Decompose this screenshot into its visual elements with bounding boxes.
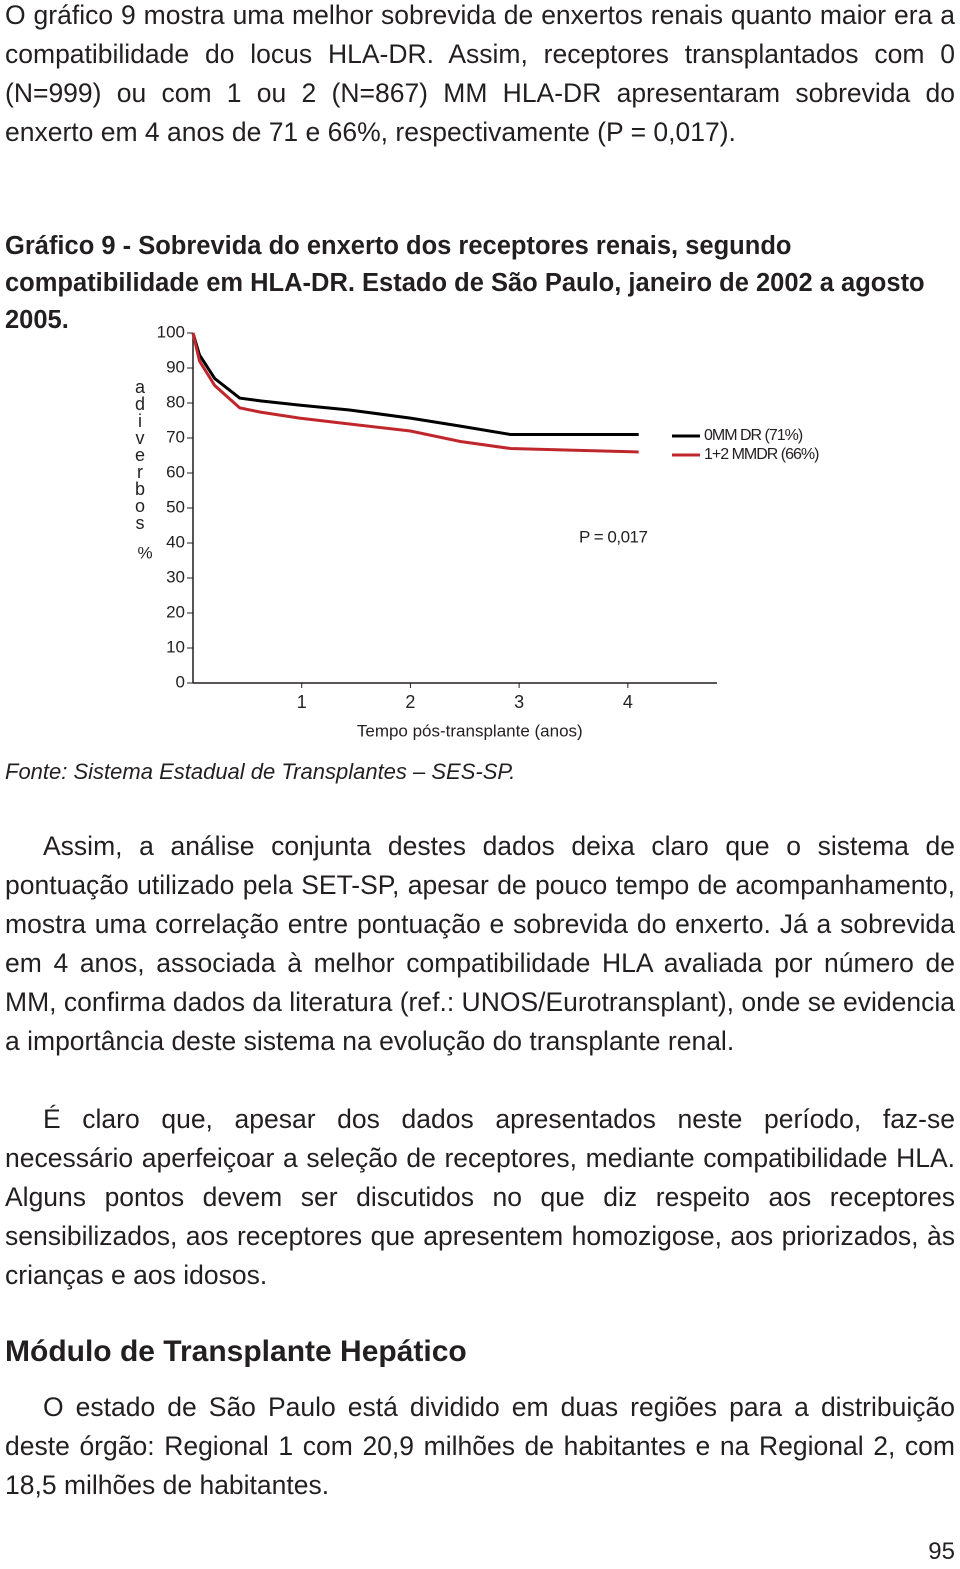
chart: 0 10 20 30 40 50 60 70 80 90 100 1 2 3 4 Tempo pós-tran… [135,322,820,740]
x-tick-label: 4 [623,692,633,712]
x-tick-label: 2 [405,692,415,712]
annotation: P = 0,017 [579,527,647,546]
y-tick-label: 90 [166,357,185,376]
y-tick-label: 80 [166,392,185,411]
y-tick-label: 50 [166,497,185,516]
page-number: 95 [928,1538,955,1565]
y-tick-label: 70 [166,427,185,446]
section-heading: Módulo de Transplante Hepático [5,1335,467,1368]
y-tick-label: 0 [176,672,185,691]
survival-curve [191,332,639,454]
x-axis-label: Tempo pós-transplante (anos) [357,721,583,740]
y-tick-label: 30 [166,567,185,586]
y-tick-label: 10 [166,637,185,656]
figure-source: Fonte: Sistema Estadual de Transplantes … [5,759,516,784]
paragraph: Assim, a análise conjunta destes dados d… [5,831,956,1056]
legend-label: 0MM DR (71%) [704,427,803,444]
survival-curve [191,332,639,436]
paragraph: O estado de São Paulo está dividido em d… [5,1392,955,1500]
x-tick-label: 1 [297,692,307,712]
y-tick-label: 40 [166,532,185,551]
y-axis-unit: % [137,543,152,562]
x-tick-label: 3 [514,692,524,712]
paragraph: O gráfico 9 mostra uma melhor sobrevida … [5,0,955,147]
y-tick-label: 60 [166,462,185,481]
paragraph: É claro que, apesar dos dados apresentad… [5,1104,955,1290]
y-tick-label: 20 [166,602,185,621]
y-tick-label: 100 [157,322,185,341]
legend-label: 1+2 MMDR (66%) [704,446,819,463]
figure-caption: Gráfico 9 - Sobrevida do enxerto dos rec… [5,232,925,334]
